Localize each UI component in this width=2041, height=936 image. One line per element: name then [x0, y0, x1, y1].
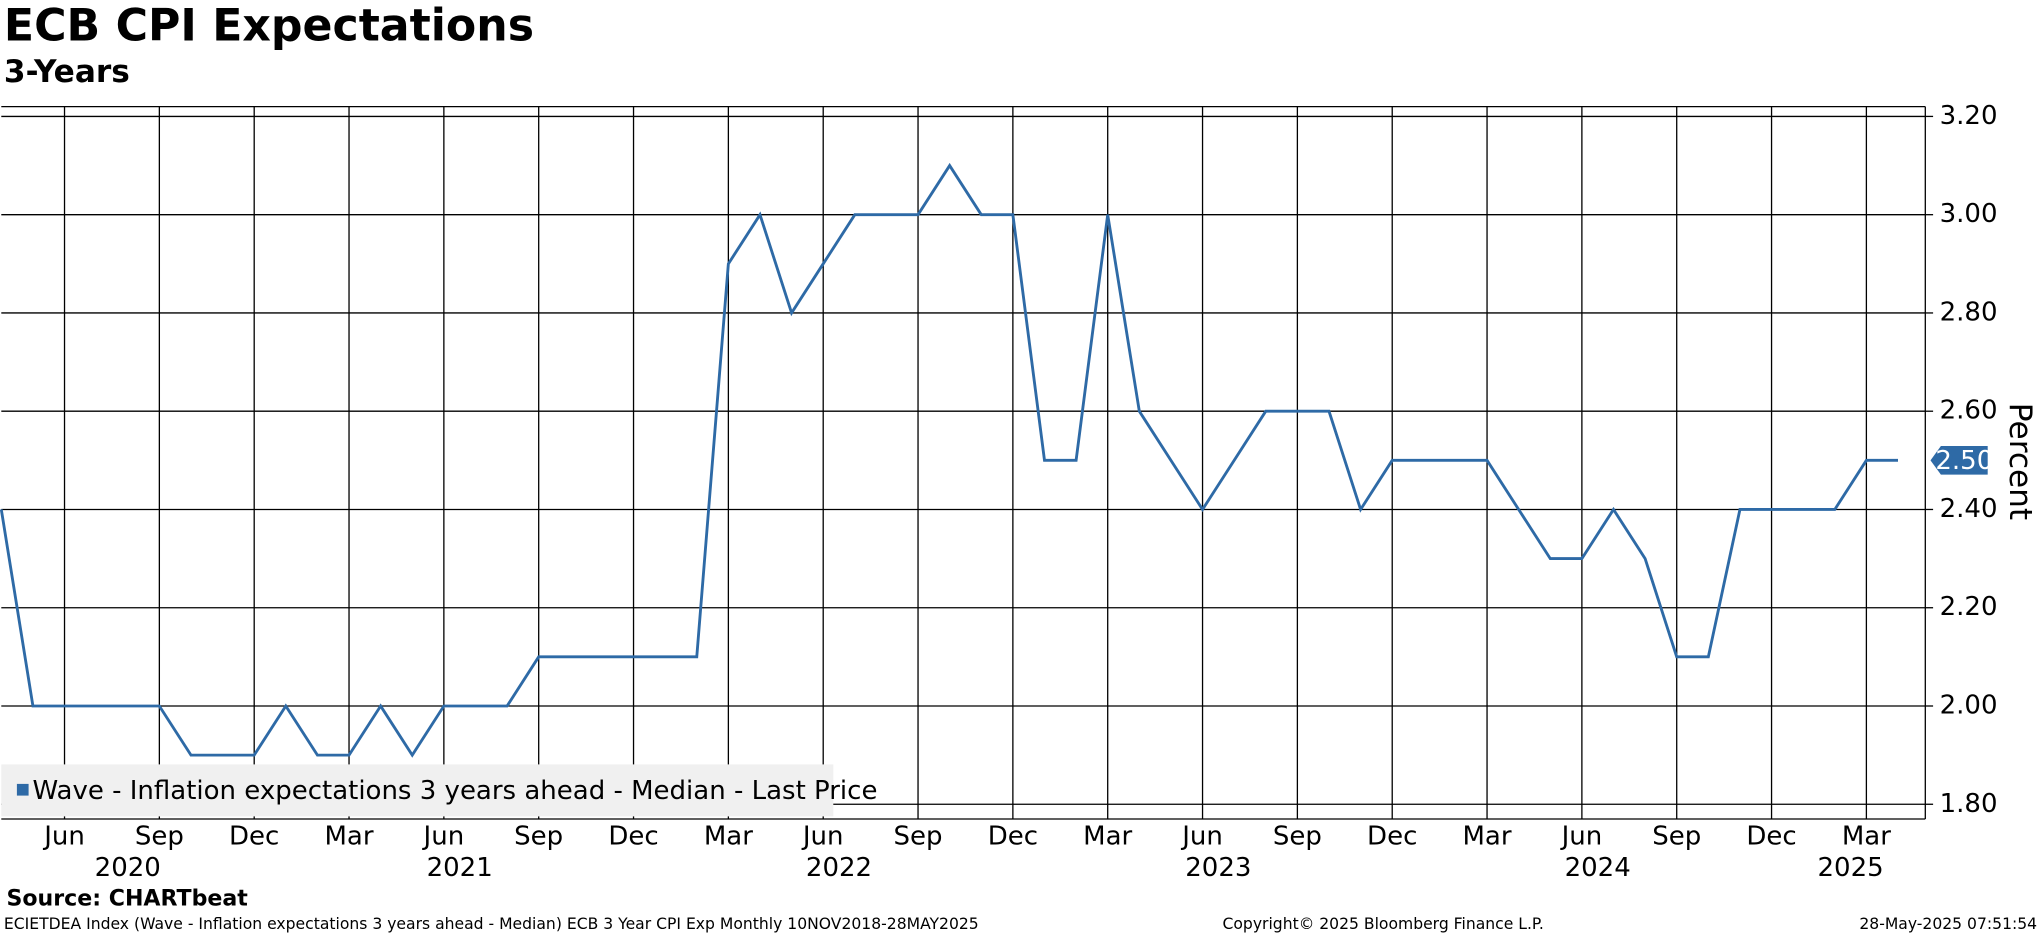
- x-tick-label: Jun: [801, 822, 844, 852]
- legend-box: [1, 764, 834, 817]
- footer-left: ECIETDEA Index (Wave - Inflation expecta…: [4, 915, 979, 933]
- y-tick-label: 2.20: [1940, 592, 1998, 622]
- legend-swatch: [16, 783, 29, 796]
- year-label: 2024: [1565, 853, 1631, 883]
- x-tick-label: Mar: [1842, 822, 1891, 852]
- x-tick-label: Jun: [1180, 822, 1223, 852]
- y-axis-label: Percent: [2002, 403, 2038, 520]
- last-price-tag: [1930, 446, 1988, 475]
- y-tick-label: 1.80: [1940, 789, 1998, 819]
- x-tick-label: Dec: [1367, 822, 1417, 852]
- footer-right: 28-May-2025 07:51:54: [1859, 915, 2037, 933]
- source: Source: CHARTbeat: [7, 886, 249, 912]
- year-label: 2023: [1185, 853, 1251, 883]
- y-tick-label: 2.80: [1940, 297, 1998, 327]
- legend-label: Wave - Inflation expectations 3 years ah…: [33, 776, 878, 806]
- y-tick-label: 2.60: [1940, 396, 1998, 426]
- last-price-label: 2.50: [1935, 446, 1993, 476]
- y-tick-label: 2.40: [1940, 494, 1998, 524]
- x-tick-label: Jun: [422, 822, 465, 852]
- year-label: 2022: [806, 853, 872, 883]
- x-tick-label: Sep: [1273, 822, 1322, 852]
- x-tick-label: Jun: [42, 822, 85, 852]
- x-tick-label: Sep: [135, 822, 184, 852]
- x-tick-label: Jun: [1560, 822, 1603, 852]
- footer-center: Copyright© 2025 Bloomberg Finance L.P.: [1223, 915, 1544, 933]
- x-tick-label: Sep: [894, 822, 943, 852]
- x-tick-label: Mar: [1083, 822, 1132, 852]
- x-tick-label: Sep: [1652, 822, 1701, 852]
- chart-title: ECB CPI Expectations: [4, 1, 534, 52]
- x-tick-label: Dec: [988, 822, 1038, 852]
- data-line: [0, 162, 1898, 758]
- x-tick-label: Mar: [1463, 822, 1512, 852]
- x-tick-label: Sep: [514, 822, 563, 852]
- y-tick-label: 3.00: [1940, 199, 1998, 229]
- year-label: 2025: [1817, 853, 1883, 883]
- x-tick-label: Mar: [704, 822, 753, 852]
- x-tick-label: Mar: [324, 822, 373, 852]
- x-tick-label: Dec: [1746, 822, 1796, 852]
- year-label: 2021: [427, 853, 493, 883]
- year-label: 2020: [95, 853, 161, 883]
- chart-subtitle: 3-Years: [4, 54, 130, 90]
- x-tick-label: Dec: [608, 822, 658, 852]
- y-tick-label: 3.20: [1940, 101, 1998, 131]
- y-tick-label: 2.00: [1940, 690, 1998, 720]
- x-tick-label: Dec: [229, 822, 279, 852]
